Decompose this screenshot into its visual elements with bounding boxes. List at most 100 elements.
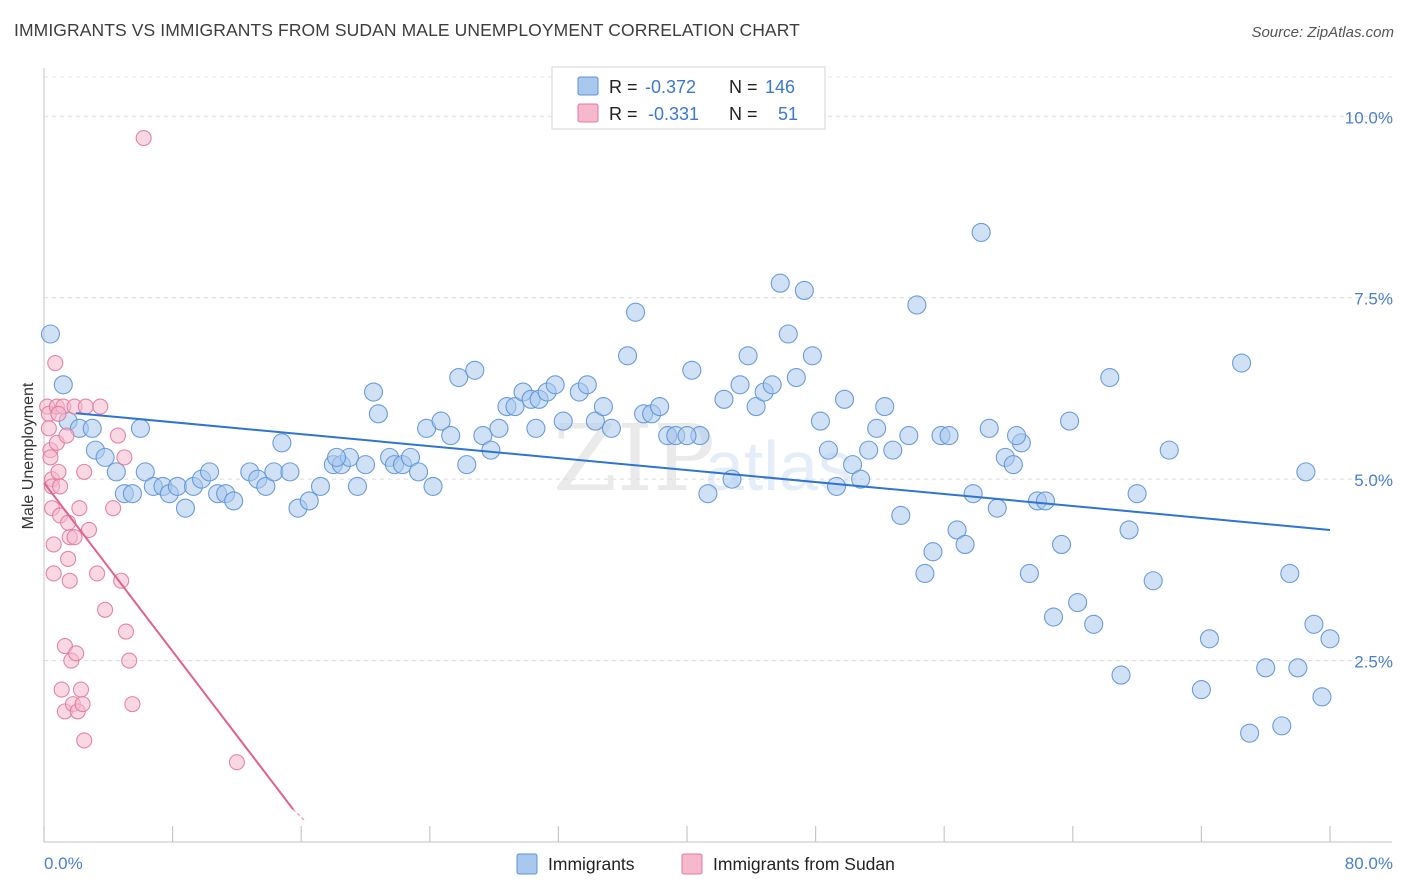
legend-n-value-2: 51 bbox=[778, 104, 798, 124]
immigrants-point bbox=[677, 426, 697, 446]
bottom-legend-immigrants: Immigrants bbox=[548, 854, 635, 874]
immigrants-point bbox=[1296, 462, 1316, 482]
legend-r-label-1: R = bbox=[609, 77, 638, 97]
immigrants-point bbox=[867, 418, 887, 438]
legend: R = -0.372 N = 146 R = -0.331 N = 51 bbox=[551, 66, 826, 130]
y-tick-label: 2.5% bbox=[1354, 653, 1393, 672]
legend-n-label-2: N = bbox=[729, 104, 758, 124]
tick-labels: 2.5% 5.0% 7.5% 10.0% 0.0% 80.0% bbox=[44, 108, 1393, 873]
sudan-point bbox=[135, 130, 152, 147]
immigrants-point bbox=[1003, 455, 1023, 475]
immigrants-point bbox=[698, 484, 718, 504]
immigrants-point bbox=[770, 273, 790, 293]
immigrants-point bbox=[1199, 629, 1219, 649]
immigrants-point bbox=[738, 346, 758, 366]
immigrants-point bbox=[135, 462, 155, 482]
immigrants-point bbox=[714, 389, 734, 409]
immigrants-point bbox=[1312, 687, 1332, 707]
sudan-point bbox=[53, 681, 70, 698]
immigrants-point bbox=[1035, 491, 1056, 511]
immigrants-point bbox=[883, 440, 903, 460]
immigrants-point bbox=[1006, 426, 1027, 446]
immigrants-point bbox=[843, 455, 863, 475]
immigrants-point bbox=[802, 346, 822, 366]
sudan-point bbox=[68, 645, 85, 662]
immigrants-point bbox=[457, 455, 477, 475]
immigrants-point bbox=[465, 360, 485, 380]
immigrants-point bbox=[1320, 629, 1340, 649]
legend-swatch-sudan bbox=[577, 103, 599, 123]
immigrants-point bbox=[363, 382, 384, 402]
immigrants-point bbox=[915, 563, 935, 584]
immigrants-point bbox=[1272, 716, 1292, 736]
sudan-point bbox=[66, 529, 83, 546]
sudan-point bbox=[72, 681, 90, 698]
immigrants-point bbox=[899, 426, 919, 446]
immigrants-point bbox=[826, 476, 847, 496]
immigrants-point bbox=[746, 397, 766, 417]
immigrants-point bbox=[1051, 534, 1072, 555]
x-tick-label: 80.0% bbox=[1345, 854, 1393, 873]
immigrants-point bbox=[794, 280, 814, 301]
sudan-point bbox=[105, 500, 122, 517]
immigrants-point bbox=[355, 455, 376, 475]
immigrants-point bbox=[95, 447, 115, 467]
immigrants-point bbox=[963, 484, 983, 504]
immigrants-point bbox=[923, 542, 943, 562]
immigrants-point bbox=[834, 389, 855, 409]
immigrants-point bbox=[1100, 367, 1120, 388]
watermark-atlas: atlas bbox=[705, 427, 853, 505]
immigrants-point bbox=[778, 324, 798, 344]
sudan-point bbox=[45, 536, 62, 553]
sudan-point bbox=[74, 696, 91, 713]
x-tick-label: 0.0% bbox=[44, 854, 83, 873]
chart-source: Source: ZipAtlas.com bbox=[1251, 24, 1394, 41]
immigrants-point bbox=[545, 375, 565, 395]
immigrants-point bbox=[987, 498, 1007, 518]
immigrants-point bbox=[1119, 520, 1139, 540]
sudan-point bbox=[61, 572, 78, 589]
immigrants-point bbox=[1256, 658, 1276, 678]
immigrants-point bbox=[1232, 353, 1252, 373]
immigrants-point bbox=[762, 375, 782, 395]
sudan-point bbox=[58, 427, 75, 444]
sudan-point bbox=[47, 354, 64, 372]
immigrants-point bbox=[489, 418, 509, 438]
immigrants-point bbox=[979, 418, 999, 438]
immigrants-point bbox=[626, 302, 646, 322]
sudan-point bbox=[40, 420, 57, 437]
sudan-point bbox=[50, 405, 67, 422]
immigrants-point bbox=[423, 476, 443, 496]
immigrants-point bbox=[1084, 614, 1104, 634]
sudan-point bbox=[121, 652, 138, 669]
y-axis-title: Male Unemployment bbox=[20, 382, 37, 529]
immigrants-point bbox=[585, 411, 605, 431]
immigrants-point bbox=[891, 505, 911, 525]
y-tick-label: 10.0% bbox=[1345, 108, 1393, 127]
immigrants-point bbox=[650, 397, 670, 417]
immigrants-point bbox=[200, 462, 220, 482]
immigrants-point bbox=[122, 484, 142, 504]
immigrants-point bbox=[1143, 571, 1163, 591]
immigrants-point bbox=[875, 397, 895, 417]
watermark-zip: ZIP bbox=[553, 405, 715, 512]
legend-r-label-2: R = bbox=[609, 104, 638, 124]
sudan-trend-extension bbox=[292, 808, 305, 821]
immigrants-point bbox=[1068, 592, 1088, 613]
immigrants-point bbox=[167, 476, 187, 496]
immigrants-point bbox=[449, 367, 469, 388]
immigrants-point bbox=[310, 476, 331, 496]
sudan-point bbox=[92, 398, 109, 415]
immigrants-point bbox=[505, 397, 525, 417]
immigrants-point bbox=[818, 440, 839, 460]
immigrants-point bbox=[939, 426, 959, 446]
immigrants-point bbox=[175, 498, 196, 518]
immigrants-point bbox=[1304, 614, 1324, 634]
immigrants-point bbox=[1240, 723, 1260, 743]
immigrants-point bbox=[601, 418, 621, 438]
immigrants-point bbox=[347, 476, 368, 496]
immigrants-point bbox=[955, 534, 975, 555]
immigrants-point bbox=[408, 462, 429, 482]
immigrants-point bbox=[130, 418, 150, 438]
